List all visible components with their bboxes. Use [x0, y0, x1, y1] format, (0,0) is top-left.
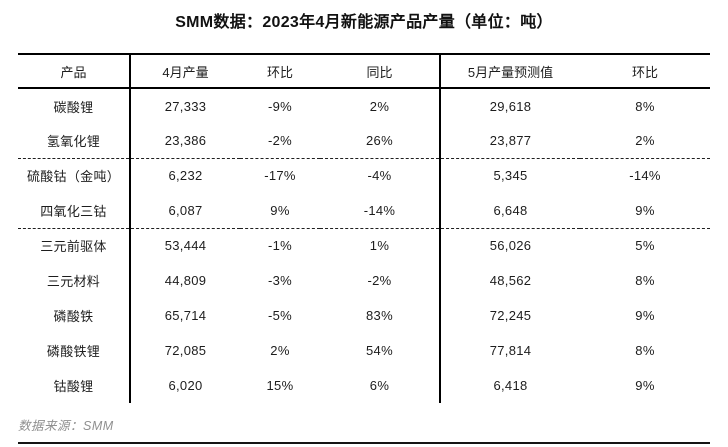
table-row: 磷酸铁 65,714 -5% 83% 72,245 9%: [18, 298, 710, 333]
product-name-cell: 碳酸锂: [18, 88, 131, 123]
yoy-cell: 26%: [320, 123, 441, 159]
header-mom: 环比: [240, 53, 320, 89]
yoy-cell: 2%: [320, 88, 441, 123]
product-name-cell: 四氧化三钴: [18, 193, 131, 229]
product-name-cell: 磷酸铁锂: [18, 333, 131, 368]
yoy-cell: 54%: [320, 333, 441, 368]
table-row: 四氧化三钴 6,087 9% -14% 6,648 9%: [18, 193, 710, 229]
may-mom-cell: 8%: [635, 343, 655, 358]
product-name-cell: 钴酸锂: [18, 368, 131, 403]
table-row: 氢氧化锂 23,386 -2% 26% 23,877 2%: [18, 123, 710, 159]
yoy-cell: 83%: [320, 298, 441, 333]
may-mom-cell: 8%: [635, 98, 655, 114]
table-row: 碳酸锂 27,333 -9% 2% 29,618 8%: [18, 88, 710, 123]
may-forecast-cell: 77,814: [489, 343, 532, 358]
page-title: SMM数据：2023年4月新能源产品产量（单位：吨）: [175, 14, 553, 31]
yoy-cell: -14%: [320, 193, 441, 229]
mom-cell: -5%: [267, 308, 293, 323]
may-forecast-cell: 23,877: [440, 123, 580, 159]
mom-cell: -2%: [240, 123, 320, 159]
source-note: 数据来源：SMM: [18, 419, 114, 433]
april-output-cell: 6,087: [130, 193, 240, 229]
mom-cell: 2%: [270, 343, 290, 358]
may-mom-cell: 2%: [580, 123, 710, 159]
april-output-cell: 6,020: [168, 378, 203, 393]
product-name-cell: 三元材料: [18, 263, 131, 298]
may-mom-cell: 9%: [580, 193, 710, 229]
mom-cell: -1%: [267, 238, 293, 254]
header-april-output: 4月产量: [130, 53, 240, 89]
table-row: 三元前驱体 53,444 -1% 1% 56,026 5%: [18, 228, 710, 263]
april-output-cell: 27,333: [164, 98, 207, 114]
yoy-cell: -4%: [320, 158, 441, 193]
april-output-cell: 6,232: [168, 168, 203, 184]
yoy-cell: 1%: [320, 228, 441, 263]
may-forecast-cell: 72,245: [489, 308, 532, 323]
may-forecast-cell: 5,345: [493, 168, 528, 184]
mom-cell: 15%: [266, 378, 294, 393]
mom-cell: -9%: [267, 98, 293, 114]
may-mom-cell: -14%: [629, 168, 661, 184]
header-may-mom: 环比: [580, 53, 710, 89]
product-name-cell: 硫酸钴（金吨）: [18, 158, 131, 193]
table-row: 三元材料 44,809 -3% -2% 48,562 8%: [18, 263, 710, 298]
may-mom-cell: 8%: [635, 273, 655, 288]
table-row: 硫酸钴（金吨） 6,232 -17% -4% 5,345 -14%: [18, 158, 710, 193]
header-may-forecast: 5月产量预测值: [440, 53, 580, 89]
may-forecast-cell: 6,648: [440, 193, 580, 229]
may-forecast-cell: 6,418: [493, 378, 528, 393]
may-mom-cell: 9%: [635, 378, 655, 393]
may-forecast-cell: 29,618: [489, 98, 532, 114]
table-row: 磷酸铁锂 72,085 2% 54% 77,814 8%: [18, 333, 710, 368]
may-forecast-cell: 56,026: [489, 238, 532, 254]
yoy-cell: 6%: [320, 368, 441, 403]
header-product: 产品: [18, 53, 131, 89]
may-mom-cell: 5%: [635, 238, 655, 254]
mom-cell: -17%: [264, 168, 296, 184]
table-header-row: 产品 4月产量 环比 同比 5月产量预测值 环比: [18, 53, 710, 89]
header-yoy: 同比: [320, 53, 441, 89]
april-output-cell: 53,444: [164, 238, 207, 254]
mom-cell: 9%: [240, 193, 320, 229]
bottom-rule-divider: [18, 442, 710, 444]
yoy-cell: -2%: [320, 263, 441, 298]
product-name-cell: 三元前驱体: [18, 228, 131, 263]
april-output-cell: 65,714: [164, 308, 207, 323]
product-name-cell: 氢氧化锂: [18, 123, 131, 159]
april-output-cell: 23,386: [130, 123, 240, 159]
mom-cell: -3%: [267, 273, 293, 288]
production-table: 产品 4月产量 环比 同比 5月产量预测值 环比 碳酸锂 27,333 -9% …: [18, 53, 710, 403]
may-forecast-cell: 48,562: [489, 273, 532, 288]
product-name-cell: 磷酸铁: [18, 298, 131, 333]
april-output-cell: 44,809: [164, 273, 207, 288]
may-mom-cell: 9%: [635, 308, 655, 323]
table-row: 钴酸锂 6,020 15% 6% 6,418 9%: [18, 368, 710, 403]
april-output-cell: 72,085: [164, 343, 207, 358]
